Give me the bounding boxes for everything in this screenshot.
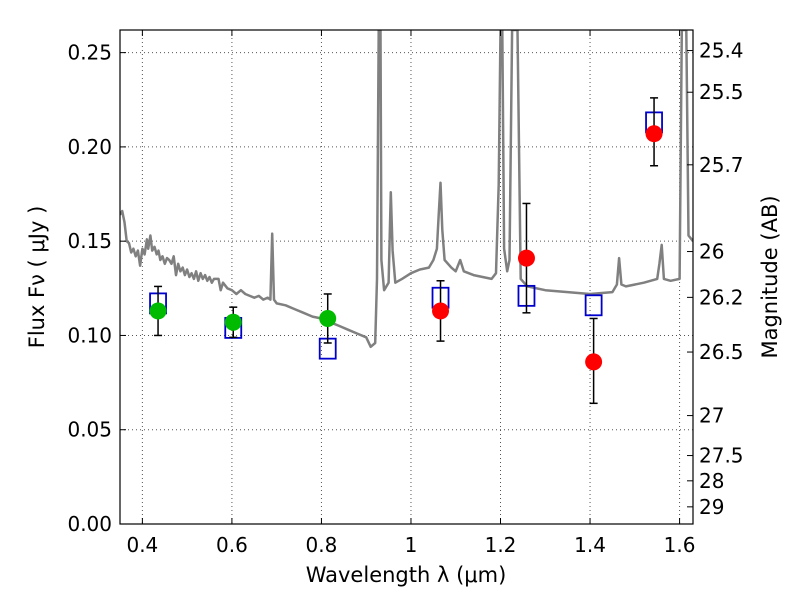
x-tick-label: 0.4 xyxy=(126,533,158,557)
x-tick-label: 1.6 xyxy=(664,533,696,557)
y2-tick-label: 27.5 xyxy=(699,444,744,468)
green-data-point xyxy=(149,302,167,320)
green-data-point xyxy=(319,309,337,327)
model-spectrum-line xyxy=(120,30,693,349)
y2-tick-label: 25.4 xyxy=(699,39,744,63)
y2-tick-label: 25.5 xyxy=(699,80,744,104)
green-data-point xyxy=(224,313,242,331)
y-tick-label: 0.15 xyxy=(67,229,112,253)
x-tick-label: 1.2 xyxy=(485,533,517,557)
model-photometry-square xyxy=(584,294,603,317)
ticks: 0.4 0.6 0.8 1 1.2 1.4 1.6 0.00 0.05 0.10 0.15 0.20 0… xyxy=(67,30,744,557)
red-data-point xyxy=(645,125,663,143)
red-data-point xyxy=(585,353,603,371)
y2-tick-label: 26.5 xyxy=(699,340,744,364)
x-tick-label: 1.4 xyxy=(574,533,606,557)
x-tick-label: 0.6 xyxy=(216,533,248,557)
y2-tick-label: 27 xyxy=(699,404,724,428)
y2-tick-label: 25.7 xyxy=(699,153,744,177)
y2-tick-label: 29 xyxy=(699,495,724,519)
y-axis-label: Flux Fν ( μJy ) xyxy=(25,206,49,349)
y-tick-label: 0.05 xyxy=(67,418,112,442)
y2-tick-label: 26 xyxy=(699,240,724,264)
y2-axis-label: Magnitude (AB) xyxy=(758,195,782,358)
x-axis-label: Wavelength λ (μm) xyxy=(306,563,507,587)
red-data-point xyxy=(432,302,450,320)
y-tick-label: 0.10 xyxy=(67,323,112,347)
y-tick-label: 0.00 xyxy=(67,512,112,536)
y2-tick-label: 28 xyxy=(699,469,724,493)
data-layer xyxy=(120,30,693,405)
y-tick-label: 0.20 xyxy=(67,135,112,159)
red-data-point xyxy=(517,249,535,267)
plot-frame xyxy=(119,29,694,525)
x-tick-label: 0.8 xyxy=(306,533,338,557)
y-tick-label: 0.25 xyxy=(67,41,112,65)
y2-tick-label: 26.2 xyxy=(699,285,744,309)
x-tick-label: 1 xyxy=(405,533,418,557)
